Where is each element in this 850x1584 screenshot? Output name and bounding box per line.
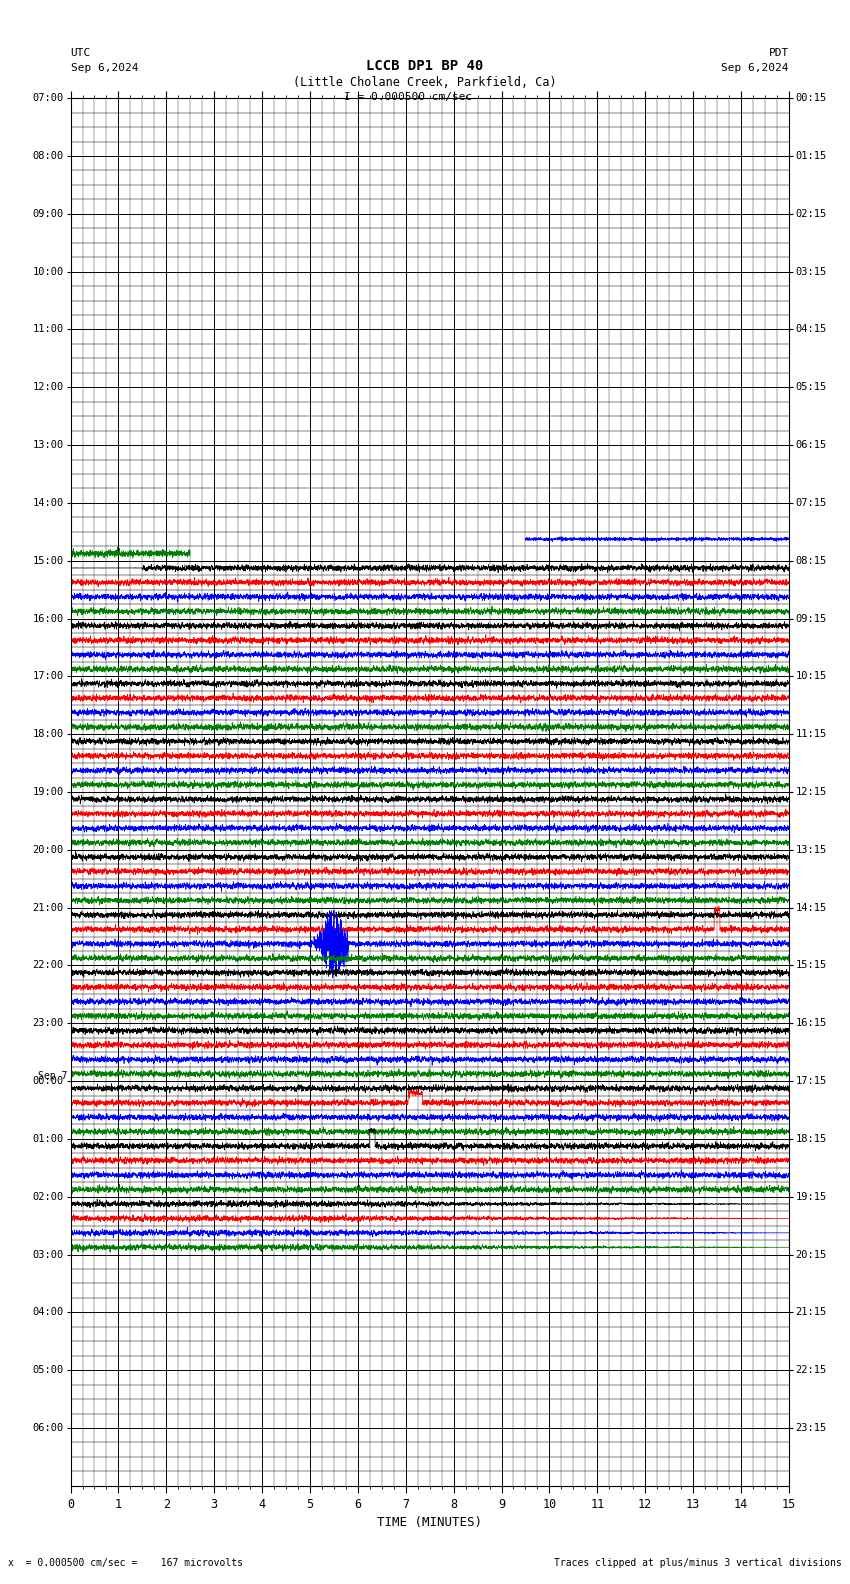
Text: UTC: UTC xyxy=(71,48,91,57)
Text: Traces clipped at plus/minus 3 vertical divisions: Traces clipped at plus/minus 3 vertical … xyxy=(553,1559,842,1568)
Text: Sep 6,2024: Sep 6,2024 xyxy=(71,63,138,73)
Text: x  = 0.000500 cm/sec =    167 microvolts: x = 0.000500 cm/sec = 167 microvolts xyxy=(8,1559,243,1568)
Text: I = 0.000500 cm/sec: I = 0.000500 cm/sec xyxy=(344,92,472,101)
X-axis label: TIME (MINUTES): TIME (MINUTES) xyxy=(377,1516,482,1529)
Text: Sep 7: Sep 7 xyxy=(37,1071,67,1080)
Text: Sep 6,2024: Sep 6,2024 xyxy=(722,63,789,73)
Text: PDT: PDT xyxy=(768,48,789,57)
Text: LCCB DP1 BP 40: LCCB DP1 BP 40 xyxy=(366,59,484,73)
Text: (Little Cholane Creek, Parkfield, Ca): (Little Cholane Creek, Parkfield, Ca) xyxy=(293,76,557,89)
